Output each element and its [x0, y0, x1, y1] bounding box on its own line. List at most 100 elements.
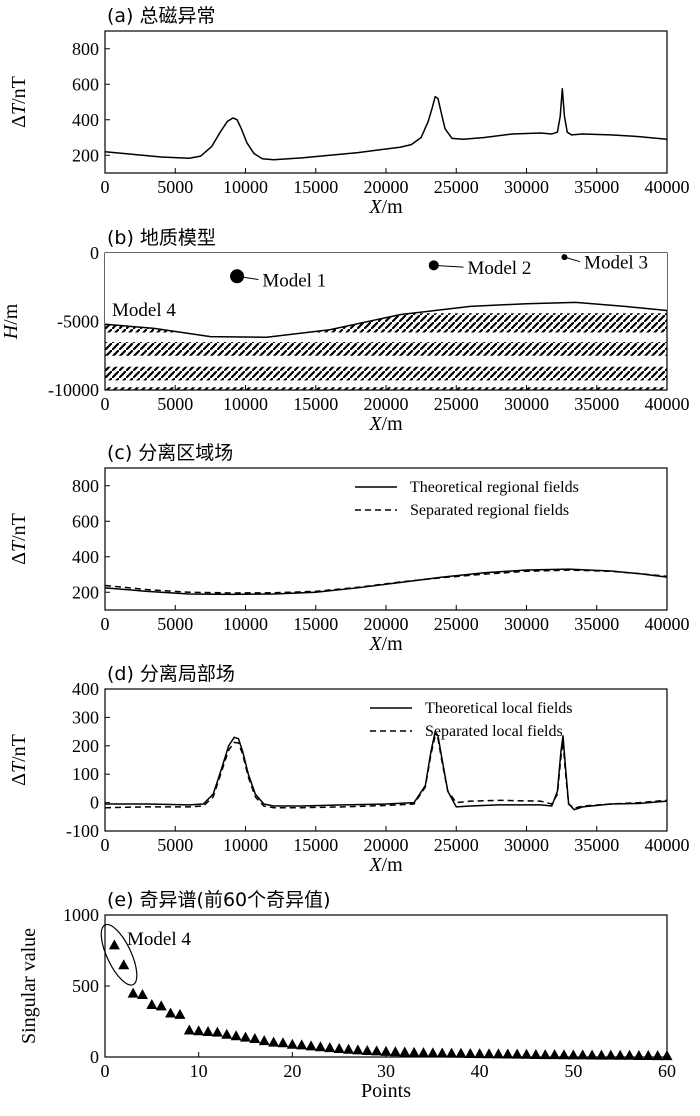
y-tick-label-d: 0	[90, 793, 99, 813]
y-tick-label-c: 400	[72, 547, 99, 567]
scatter-point	[305, 1040, 317, 1051]
axes-frame-a	[104, 30, 668, 174]
chart-title-e: (e) 奇异谱(前60个奇异值)	[107, 889, 331, 911]
y-tick-label-d: -100	[66, 821, 99, 841]
x-tick-label-a: 15000	[293, 177, 338, 197]
scatter-point	[558, 1049, 570, 1060]
scatter-point	[183, 1024, 195, 1035]
x-tick-label-c: 15000	[293, 614, 338, 634]
y-tick-label-b: 0	[90, 243, 99, 263]
y-tick-label-c: 200	[72, 582, 99, 602]
scatter-point	[361, 1044, 373, 1055]
panel-b: (b) 地质模型 0 5000 10000 15000 20000 25000 30000 35…	[0, 227, 690, 435]
x-axis-label-a: X/m	[368, 196, 403, 218]
scatter-point	[661, 1050, 673, 1061]
hatch-band-4	[105, 387, 667, 390]
panel-a: (a) 总磁异常 0 5000 10000 15000 20000 25000 30000 35…	[8, 5, 690, 218]
scatter-point	[502, 1048, 514, 1059]
chart-title-c: (c) 分离区域场	[107, 442, 233, 464]
y-axis-label-b: H/m	[0, 303, 22, 340]
scatter-point	[549, 1049, 561, 1060]
y-tick-label-e: 500	[72, 976, 99, 996]
panel-c: (c) 分离区域场 0 5000 10000 15000 20000 25000 30000 3…	[8, 442, 690, 655]
scatter-point	[380, 1045, 392, 1056]
scatter-point	[577, 1049, 589, 1060]
scatter-point	[118, 959, 130, 970]
surface-cover	[105, 253, 667, 338]
y-tick-label-e: 0	[90, 1047, 99, 1067]
x-tick-label-b: 25000	[434, 394, 479, 414]
model4-annotation-ellipse	[100, 923, 138, 986]
x-tick-label-c: 20000	[364, 614, 409, 634]
x-tick-label-e: 20	[283, 1061, 301, 1081]
y-tick-label-a: 400	[72, 110, 99, 130]
x-tick-label-a: 30000	[504, 177, 549, 197]
x-tick-label-d: 25000	[434, 835, 479, 855]
scatter-point	[642, 1049, 654, 1060]
scatter-point	[652, 1050, 664, 1061]
scatter-point	[136, 989, 148, 1000]
x-tick-label-a: 10000	[223, 177, 268, 197]
scatter-point	[108, 939, 120, 950]
x-tick-label-c: 25000	[434, 614, 479, 634]
legend-d: Theoretical local fields Separated local …	[370, 700, 572, 740]
scatter-point	[595, 1049, 607, 1060]
scatter-point	[399, 1046, 411, 1057]
x-axis-label-b: X/m	[368, 413, 403, 435]
scatter-point	[614, 1049, 626, 1060]
scatter-point	[155, 1000, 167, 1011]
scatter-point	[146, 998, 158, 1009]
x-tick-label-a: 20000	[364, 177, 409, 197]
chart-title-b: (b) 地质模型	[107, 227, 216, 249]
y-tick-label-d: 400	[72, 679, 99, 699]
scatter-point	[408, 1046, 420, 1057]
y-axis-label-e: Singular value	[18, 928, 40, 1044]
x-tick-label-d: 20000	[364, 835, 409, 855]
scatter-point	[389, 1046, 401, 1057]
model4-label: Model 4	[112, 300, 176, 321]
scatter-point	[333, 1042, 345, 1053]
scatter-point	[492, 1048, 504, 1059]
x-tick-label-a: 25000	[434, 177, 479, 197]
x-axis-label-e: Points	[361, 1080, 411, 1102]
x-tick-label-d: 5000	[157, 835, 193, 855]
model-leader-2	[433, 264, 464, 268]
y-axis-label-c: ΔT/nT	[8, 513, 30, 565]
model-leader-3	[564, 256, 581, 263]
x-tick-label-d: 35000	[574, 835, 619, 855]
scatter-point	[296, 1039, 308, 1050]
x-tick-label-c: 0	[101, 614, 110, 634]
scatter-point	[586, 1049, 598, 1060]
series-line-d-2	[105, 735, 667, 810]
scatter-point	[193, 1025, 205, 1036]
legend-entry-c-1: Theoretical regional fields	[410, 479, 579, 496]
model-label-3: Model 3	[584, 253, 648, 274]
scatter-point	[624, 1049, 636, 1060]
x-tick-label-b: 40000	[645, 394, 690, 414]
chart-title-d: (d) 分离局部场	[107, 663, 235, 685]
scatter-point	[202, 1025, 214, 1036]
x-tick-label-b: 10000	[223, 394, 268, 414]
scatter-point	[286, 1038, 298, 1049]
scatter-point	[211, 1026, 223, 1037]
y-tick-label-a: 200	[72, 145, 99, 165]
y-tick-label-b: -10000	[48, 380, 99, 400]
hatch-band-2	[105, 342, 667, 356]
panel-d: (d) 分离局部场 0 5000 10000 15000 20000 25000 30000 3…	[8, 663, 690, 876]
series-line-a-1	[105, 87, 667, 161]
x-tick-label-b: 5000	[157, 394, 193, 414]
axes-frame-d	[104, 688, 668, 832]
hatch-band-3	[105, 366, 667, 381]
scatter-point	[371, 1045, 383, 1056]
legend-entry-d-1: Theoretical local fields	[425, 700, 572, 717]
series-line-d-1	[105, 730, 667, 811]
model-leader-1	[236, 275, 259, 281]
scatter-point	[343, 1043, 355, 1054]
scatter-point	[165, 1007, 177, 1018]
scatter-point	[455, 1047, 467, 1058]
scatter-point	[567, 1049, 579, 1060]
x-tick-label-e: 30	[377, 1061, 395, 1081]
series-line-c-2	[105, 569, 667, 594]
x-axis-label-d: X/m	[368, 854, 403, 876]
